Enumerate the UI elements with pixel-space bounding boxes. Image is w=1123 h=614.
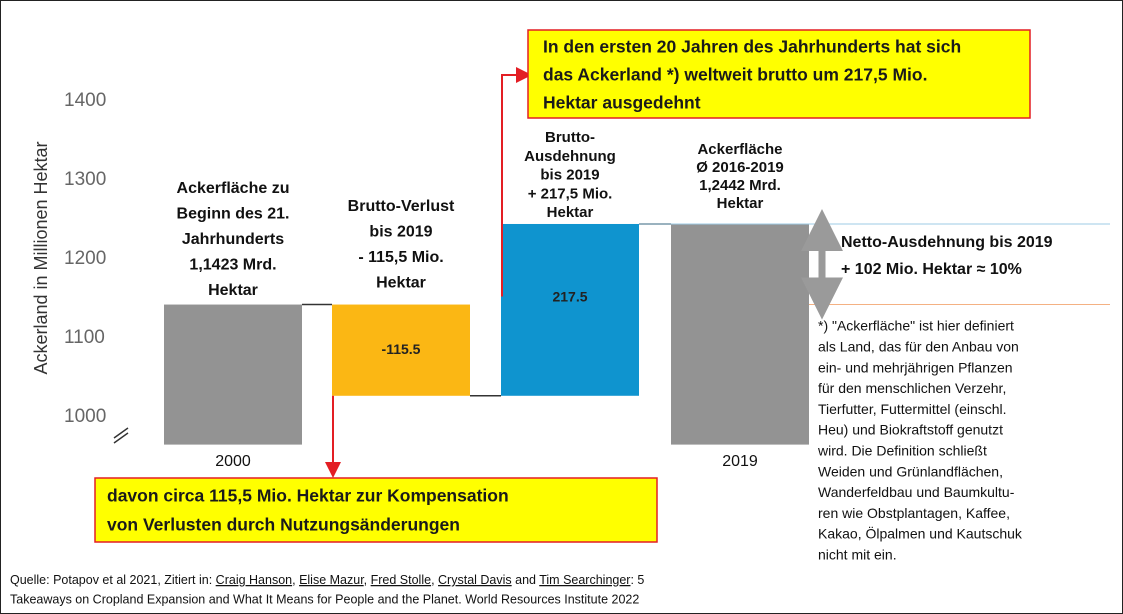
- x-tick-label: 2000: [215, 453, 251, 470]
- y-axis-title: Ackerland in Millionen Hektar: [31, 141, 51, 374]
- bar: [332, 304, 470, 396]
- bar: [501, 223, 639, 396]
- y-tick-label: 1400: [64, 90, 106, 111]
- source-part: ,: [431, 573, 438, 587]
- callout-box: [527, 29, 1031, 119]
- bar-title: bis 2019: [369, 224, 432, 241]
- callout-text: In den ersten 20 Jahren des Jahrhunderts…: [543, 37, 961, 57]
- source-part: ,: [364, 573, 371, 587]
- red-arrow: [501, 67, 532, 297]
- source-part: Elise Mazur: [299, 573, 364, 587]
- axis-break: [113, 427, 129, 444]
- bar-title: Ackerfläche: [697, 141, 782, 158]
- source-part: Quelle: Potapov et al 2021, Zitiert in:: [10, 573, 216, 587]
- source: Takeaways on Cropland Expansion and What…: [10, 592, 639, 606]
- note: Weiden und Grünlandflächen,: [818, 463, 1003, 479]
- bar-title: bis 2019: [540, 167, 599, 184]
- bar-title: Jahrhunderts: [182, 231, 284, 248]
- bar-title: Hektar: [208, 282, 258, 299]
- callout-text: Hektar ausgedehnt: [543, 93, 701, 113]
- bar-title: 1,1423 Mrd.: [189, 257, 276, 274]
- y-tick-label: 1200: [64, 248, 106, 269]
- data-label: -115.5: [382, 341, 421, 357]
- source-part: Crystal Davis: [438, 573, 512, 587]
- data-label: 217.5: [552, 289, 587, 305]
- callout-text: von Verlusten durch Nutzungsänderungen: [107, 515, 460, 535]
- note: ren wie Obstplantagen, Kaffee,: [818, 505, 1010, 521]
- note: für den menschlichen Verzehr,: [818, 380, 1006, 396]
- source-part: and: [512, 573, 540, 587]
- note: als Land, das für den Anbau von: [818, 339, 1019, 355]
- bar-title: Ackerfläche zu: [177, 180, 290, 197]
- bar-title: 1,2442 Mrd.: [699, 177, 781, 194]
- net-annotation: + 102 Mio. Hektar ≈ 10%: [841, 261, 1022, 278]
- note: wird. Die Definition schließt: [817, 443, 987, 459]
- note: Heu) und Biokraftstoff genutzt: [818, 422, 1003, 438]
- y-tick-label: 1300: [64, 169, 106, 190]
- callout-text: davon circa 115,5 Mio. Hektar zur Kompen…: [107, 486, 509, 506]
- note: ein- und mehrjährigen Pflanzen: [818, 359, 1013, 375]
- bar-title: Ø 2016-2019: [696, 159, 784, 176]
- source: Quelle: Potapov et al 2021, Zitiert in: …: [10, 573, 644, 587]
- bar-title: Hektar: [376, 275, 426, 292]
- bar-title: Brutto-Verlust: [348, 198, 455, 215]
- note: Tierfutter, Futtermittel (einschl.: [818, 401, 1007, 417]
- y-tick-label: 1000: [64, 406, 106, 427]
- bar-title: Hektar: [717, 195, 764, 212]
- source-part: Tim Searchinger: [539, 573, 630, 587]
- y-tick-label: 1100: [64, 327, 105, 348]
- bar: [164, 304, 302, 445]
- note: Kakao, Ölpalmen und Kautschuk: [818, 525, 1023, 542]
- bar-title: - 115,5 Mio.: [358, 249, 443, 266]
- source-part: Fred Stolle: [371, 573, 431, 587]
- source-part: Craig Hanson: [216, 573, 292, 587]
- bar-title: Ausdehnung: [524, 148, 616, 165]
- bar-title: + 217,5 Mio.: [528, 185, 613, 202]
- callout-text: das Ackerland *) weltweit brutto um 217,…: [543, 65, 927, 85]
- note: nicht mit ein.: [818, 547, 897, 563]
- net-annotation: Netto-Ausdehnung bis 2019: [841, 234, 1053, 251]
- bar-title: Hektar: [547, 204, 594, 221]
- x-tick-label: 2019: [722, 453, 758, 470]
- callout-box: [94, 477, 658, 543]
- bar-title: Beginn des 21.: [177, 206, 290, 223]
- note: *) "Ackerfläche" ist hier definiert: [818, 318, 1014, 334]
- bar-title: Brutto-: [545, 129, 595, 146]
- source-part: ,: [292, 573, 299, 587]
- bar: [671, 224, 809, 445]
- source-part: : 5: [630, 573, 644, 587]
- note: Wanderfeldbau und Baumkultu-: [818, 484, 1015, 500]
